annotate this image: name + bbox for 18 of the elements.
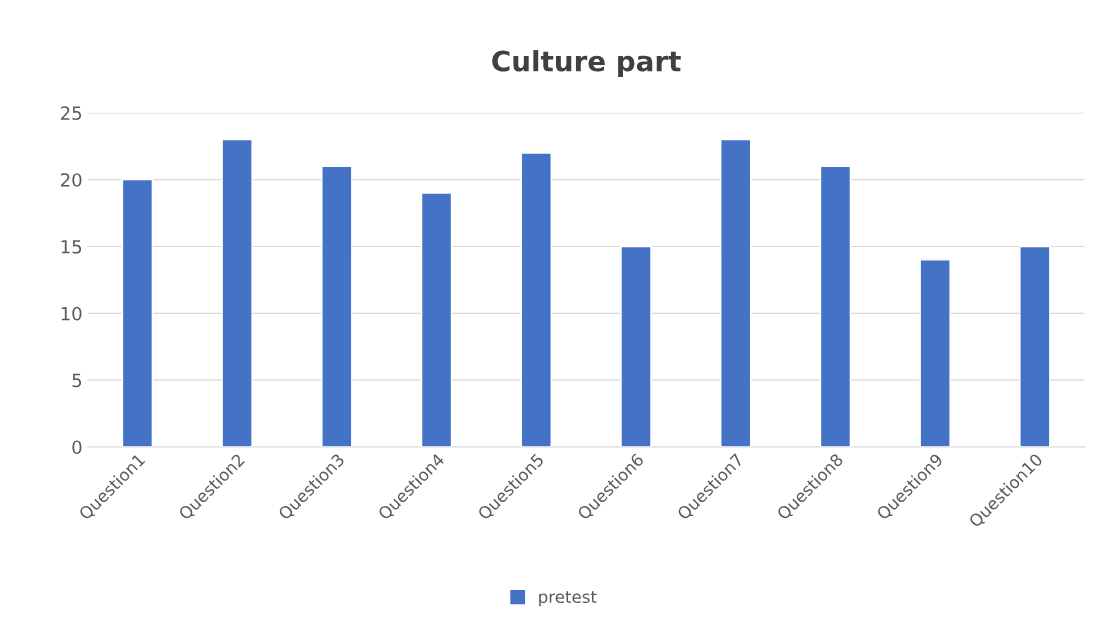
bar — [720, 138, 752, 447]
legend-label: pretest — [539, 591, 597, 607]
bar — [321, 165, 353, 447]
y-tick-label: 20 — [61, 173, 82, 187]
bar — [819, 165, 852, 447]
bar — [420, 192, 453, 447]
bar — [1019, 245, 1051, 447]
y-tick-label: 25 — [61, 106, 82, 120]
y-tick-label: 5 — [72, 373, 82, 388]
y-tick-label: 0 — [72, 440, 82, 455]
chart-title: Culture part — [492, 50, 681, 77]
y-tick-label: 15 — [61, 240, 82, 254]
bar — [520, 152, 552, 447]
bar — [919, 259, 951, 447]
y-tick-label: 10 — [61, 306, 82, 321]
bar — [221, 138, 253, 447]
bar — [121, 178, 154, 447]
bar — [620, 245, 652, 447]
